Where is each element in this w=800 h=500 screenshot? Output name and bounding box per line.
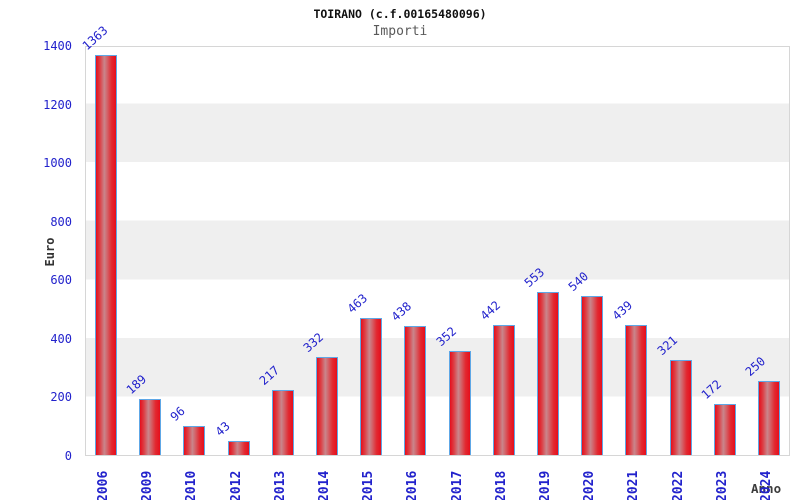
x-tick-label-2021: 2021 [626,470,642,500]
bar-value-label: 352 [433,324,459,349]
bar-2017: 352 [433,324,471,455]
x-tick-label-2015: 2015 [361,470,377,500]
bar-2012: 43 [212,419,250,455]
bar-value-label: 217 [256,363,282,389]
bar-value-label: 438 [389,298,415,324]
y-tick-label-1000: 1000 [43,156,72,171]
bar-value-label: 553 [521,265,548,291]
y-tick-label-1200: 1200 [43,97,72,112]
bar-2018: 442 [477,298,515,455]
bar-value-label: 439 [610,298,636,324]
bar-2006: 1363 [80,23,117,455]
x-tick-label-2009: 2009 [140,470,156,500]
plot-area: 1363 189 96 43 217 332 463 438 352 442 553 540 439 32… [80,23,790,456]
x-tick-label-2013: 2013 [272,470,288,500]
x-tick-label-2006: 2006 [96,470,111,500]
y-tick-label-200: 200 [50,390,72,405]
bar-value-label: 189 [123,371,150,397]
bar-2021: 439 [610,299,648,455]
y-tick-label-800: 800 [50,214,72,229]
y-tick-label-0: 0 [64,449,72,463]
y-tick-label-400: 400 [50,331,72,346]
y-tick-label-600: 600 [50,273,72,288]
x-tick-label-2022: 2022 [670,470,686,500]
x-tick-label-2014: 2014 [317,470,332,500]
bar-2015: 463 [345,292,383,455]
bar-2010: 96 [168,404,206,455]
bar-2016: 438 [389,299,427,455]
y-axis-title: Euro [43,237,57,267]
x-tick-label-2023: 2023 [714,470,730,500]
x-tick-label-2024: 2024 [759,470,774,500]
bar-2022: 321 [654,333,692,455]
x-tick-label-2019: 2019 [538,470,553,500]
x-tick-label-2012: 2012 [228,470,244,500]
x-axis-title: Anno [751,481,782,496]
bar-value-label: 250 [742,353,769,379]
chart-subtitle: Importi [372,24,428,39]
bar-value-label: 43 [212,419,233,440]
bar-value-label: 463 [344,291,371,317]
bar-value-label: 172 [698,376,724,402]
bar-value-label: 332 [300,329,327,355]
chart-title: TOIRANO (c.f.00165480096) [313,7,487,21]
bar-2013: 217 [256,364,294,455]
x-tick-label-2018: 2018 [493,470,509,500]
x-tick-label-2020: 2020 [582,470,598,500]
x-tick-label-2016: 2016 [405,470,421,500]
bar-2014: 332 [301,330,338,455]
bar-2019: 553 [522,265,559,455]
bar-value-label: 321 [654,333,680,358]
bar-value-label: 96 [168,403,189,424]
bar-value-label: 442 [477,297,503,323]
bar-2020: 540 [566,269,604,455]
bar-2023: 172 [698,377,736,455]
bar-2009: 189 [124,372,162,455]
x-tick-label-2017: 2017 [449,470,465,500]
x-tick-label-2010: 2010 [184,470,200,500]
y-tick-label-1400: 1400 [43,39,72,53]
bar-2024: 250 [743,354,780,455]
bar-value-label: 540 [565,268,592,294]
